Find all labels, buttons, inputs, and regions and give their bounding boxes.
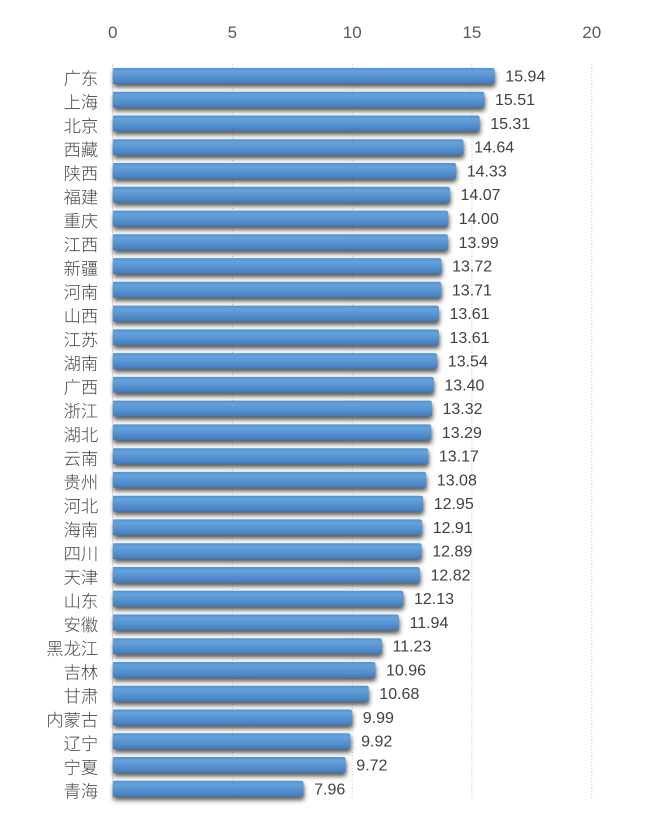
svg-text:13.71: 13.71 (452, 282, 492, 299)
svg-text:20: 20 (582, 23, 601, 42)
svg-text:9.92: 9.92 (361, 734, 392, 751)
svg-text:13.72: 13.72 (452, 259, 492, 276)
svg-text:10.68: 10.68 (379, 686, 419, 703)
svg-text:15.94: 15.94 (505, 69, 545, 86)
svg-text:7.96: 7.96 (314, 781, 345, 798)
svg-text:14.33: 14.33 (467, 164, 507, 181)
svg-text:15: 15 (462, 23, 481, 42)
svg-text:13.54: 13.54 (448, 354, 488, 371)
svg-text:12.91: 12.91 (433, 520, 473, 537)
svg-text:9.99: 9.99 (363, 710, 394, 727)
svg-text:12.95: 12.95 (434, 496, 474, 513)
svg-text:15.51: 15.51 (495, 92, 535, 109)
svg-text:10: 10 (343, 23, 362, 42)
svg-text:13.17: 13.17 (439, 449, 479, 466)
svg-text:11.94: 11.94 (410, 615, 449, 632)
svg-text:9.72: 9.72 (356, 758, 387, 775)
svg-text:13.99: 13.99 (459, 235, 499, 252)
svg-text:5: 5 (228, 23, 237, 42)
svg-text:12.89: 12.89 (432, 544, 472, 561)
svg-text:10.96: 10.96 (386, 663, 426, 680)
svg-text:13.29: 13.29 (442, 425, 482, 442)
svg-text:13.61: 13.61 (450, 306, 490, 323)
svg-text:13.32: 13.32 (443, 401, 483, 418)
svg-text:13.61: 13.61 (450, 330, 490, 347)
svg-text:12.82: 12.82 (431, 567, 471, 584)
svg-text:0: 0 (108, 23, 117, 42)
svg-text:13.08: 13.08 (437, 472, 477, 489)
svg-text:14.64: 14.64 (474, 140, 514, 157)
svg-text:11.23: 11.23 (393, 639, 432, 656)
svg-text:12.13: 12.13 (414, 591, 454, 608)
svg-text:14.00: 14.00 (459, 211, 499, 228)
svg-text:15.31: 15.31 (490, 116, 530, 133)
svg-text:14.07: 14.07 (461, 187, 501, 204)
svg-text:13.40: 13.40 (444, 377, 484, 394)
